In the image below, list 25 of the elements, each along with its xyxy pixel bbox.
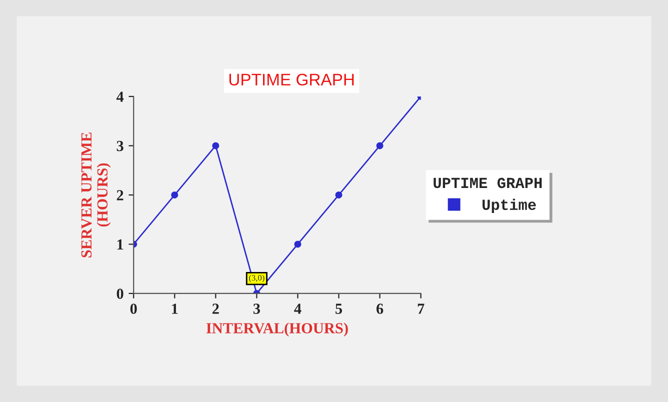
x-tick-label: 4: [294, 304, 302, 314]
point: [171, 191, 178, 198]
x-axis-title: INTERVAL(HOURS): [206, 322, 348, 336]
point: [335, 191, 342, 198]
point: [294, 240, 302, 248]
x-tick-label: 2: [212, 304, 219, 314]
y-tick-label: 3: [116, 140, 124, 152]
x-tick-label: 0: [130, 304, 137, 314]
legend-label: Uptime: [482, 198, 536, 214]
y-tick-label: 0: [116, 288, 124, 299]
y-tick-label: 2: [116, 190, 124, 200]
y-tick-label: 4: [116, 92, 124, 102]
y-axis-title: SERVER UPTIME (HOURS): [81, 132, 111, 258]
x-tick-label: 1: [172, 304, 178, 314]
x-tick-label: 5: [336, 304, 342, 314]
point: [212, 142, 220, 150]
x-tick-label: 3: [253, 304, 260, 314]
line-series: [134, 96, 421, 294]
legend-title: UPTIME GRAPH: [434, 178, 542, 188]
point: [376, 142, 384, 150]
x-tick-label: 7: [418, 304, 424, 314]
x-tick-label: 6: [376, 304, 384, 314]
y-tick-label: 1: [117, 239, 124, 250]
chart-title: UPTIME GRAPH: [229, 74, 354, 86]
annotation: (3,0): [249, 274, 264, 282]
